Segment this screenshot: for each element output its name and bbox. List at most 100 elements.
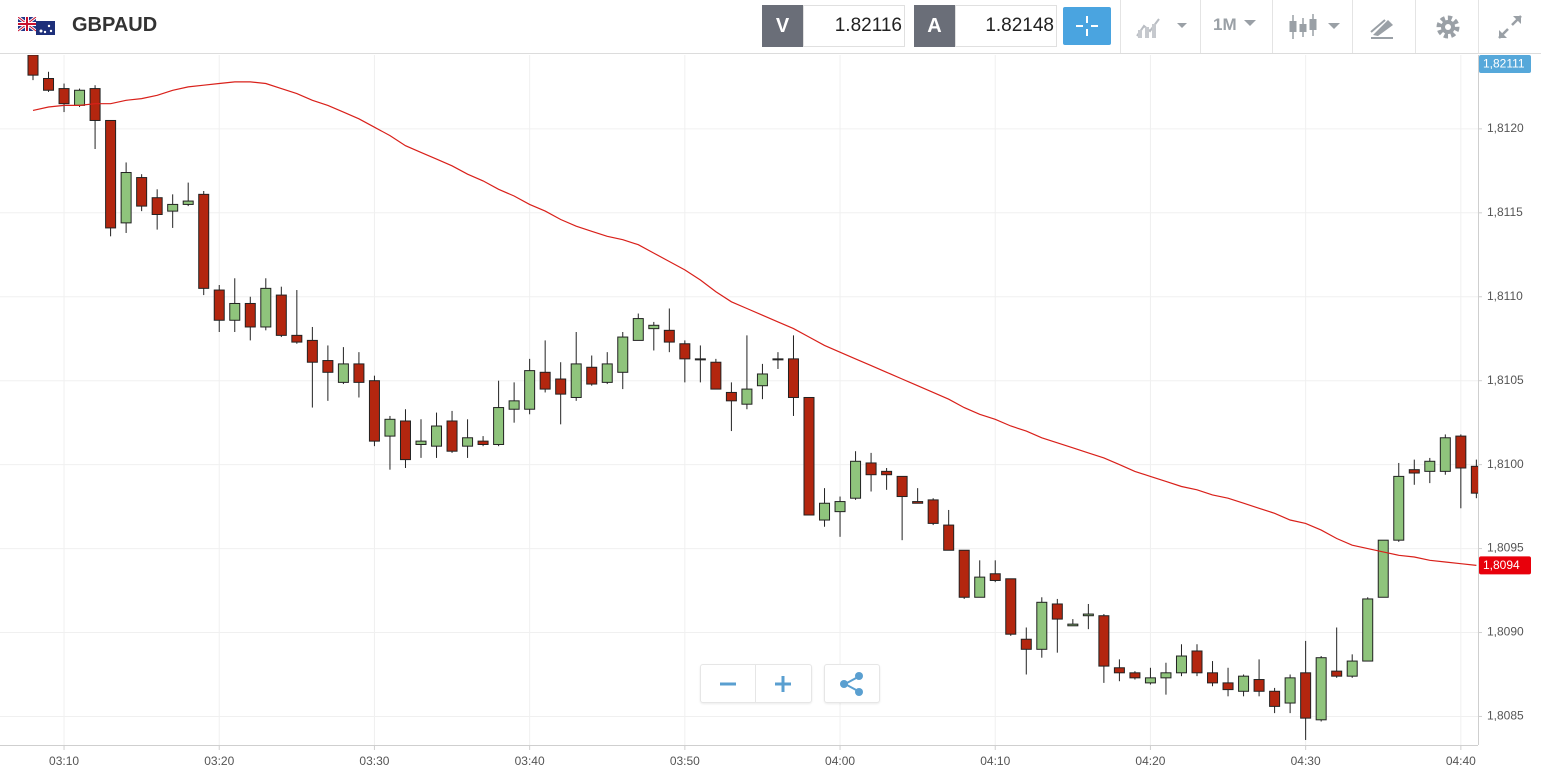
candle-body [58,88,70,105]
candle-body [1036,601,1048,650]
candle-body [120,172,132,224]
candle-body [989,573,1001,581]
y-tick-label: 1,8100 [1487,457,1524,471]
candle-body [1020,638,1032,650]
candle-body [43,78,55,91]
candle-body [462,437,474,447]
separator [1415,0,1416,53]
candle-body [819,502,831,521]
candle-body [306,339,318,363]
grid [0,55,1478,745]
candle-body [1051,603,1063,620]
settings-button[interactable] [1433,12,1463,42]
separator [1120,0,1121,53]
candle-body [198,193,210,289]
candle-body [524,370,536,410]
candle-body [586,366,598,385]
candle-body [1160,672,1172,679]
candle-body [446,420,458,452]
candle-body [1439,437,1451,472]
candle-body [927,499,939,524]
share-button[interactable] [824,664,880,703]
moving-average-line [32,81,1477,566]
candle-body [105,119,117,229]
chart-type-button[interactable] [1135,14,1190,40]
candle-body [1300,672,1312,719]
price-tag [1479,556,1531,575]
candle-body [865,462,877,476]
x-tick-label: 03:50 [670,754,700,768]
timeframe-button[interactable]: 1M [1213,15,1237,34]
candle-body [1424,460,1436,472]
candle-body [601,363,613,383]
separator [1272,0,1273,53]
candle-body [508,400,520,410]
candle-body [136,177,148,207]
candle-body [27,55,39,76]
draw-tool-button[interactable] [1368,14,1398,40]
plot-area [27,55,1478,740]
fullscreen-button[interactable] [1495,12,1525,42]
candle-body [617,336,629,373]
candle-body [1284,677,1296,704]
zoom-controls [700,664,812,703]
candle-body [244,302,256,328]
candle-body [756,373,768,387]
bid-price: 1.82116 [803,5,905,47]
zoom-in-button[interactable] [756,665,811,702]
candle-body [1005,578,1017,635]
candle-body [322,360,334,373]
candle-body [834,501,846,513]
candle-body [1269,690,1281,707]
ask-price: 1.82148 [955,5,1057,47]
candle-body [741,388,753,405]
candle-body [1207,672,1219,684]
x-tick-label: 03:40 [515,754,545,768]
candle-body [74,89,86,106]
candle-body [974,576,986,598]
candle-body [368,380,380,442]
candle-body [632,318,644,341]
separator [1478,0,1479,53]
candle-body [213,289,225,321]
candle-body [648,324,660,330]
flag-icon [18,17,55,35]
x-tick-label: 04:00 [825,754,855,768]
candle-body [958,549,970,598]
candle-body [1191,650,1203,674]
x-tick-label: 03:20 [204,754,234,768]
candle-body [1253,679,1265,692]
candle-body [182,200,194,205]
candle-body [477,440,489,445]
y-tick-label: 1,8085 [1487,709,1524,723]
ask-button[interactable]: A [914,5,955,47]
candle-body [1470,465,1478,494]
symbol: GBPAUD [72,14,158,36]
toolbar: GBPAUD V 1.82116 A 1.82148 1M [0,0,1541,54]
candle-body [151,197,163,215]
candle-body [1082,613,1094,617]
x-tick-label: 04:10 [980,754,1010,768]
candle-body [1408,469,1420,474]
candle-body [275,294,287,336]
y-tick-label: 1,8115 [1487,205,1523,219]
candle-body [896,475,908,498]
candle-body [850,460,862,499]
candle-body [260,287,272,328]
candle-body [1346,660,1358,677]
candle-body [1393,475,1405,541]
candle-body [1238,675,1250,692]
candles-button[interactable] [1288,12,1343,42]
candle-body [1331,670,1343,677]
crosshair-button[interactable] [1063,7,1111,45]
candle-body [570,363,582,398]
candle-body [1129,672,1141,679]
y-tick-label: 1,8095 [1487,541,1524,555]
x-tick-label: 03:10 [49,754,79,768]
separator [1352,0,1353,53]
price-tag-label: 1,8094 [1483,558,1520,572]
bid-button[interactable]: V [762,5,803,47]
zoom-out-button[interactable] [701,665,755,702]
